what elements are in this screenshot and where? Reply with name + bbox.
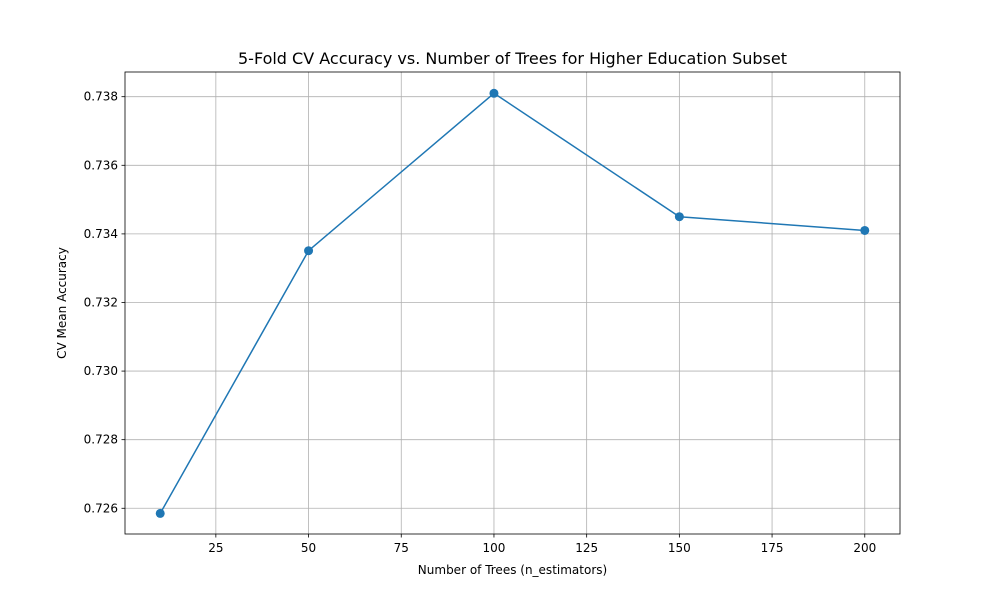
plot-area-frame: [124, 71, 901, 535]
axis-ticks: 25 50 75 100 125 150 175 200 0.726 0.728 0.730 0.73…: [84, 90, 877, 555]
x-tick-label: 200: [853, 541, 876, 555]
y-tick-label: 0.726: [84, 501, 118, 515]
x-axis-label: Number of Trees (n_estimators): [418, 563, 607, 577]
x-tick-label: 150: [668, 541, 691, 555]
x-tick-label: 75: [394, 541, 409, 555]
y-tick-label: 0.734: [84, 227, 118, 241]
x-tick-label: 50: [301, 541, 316, 555]
data-point: [860, 225, 870, 235]
y-tick-label: 0.730: [84, 364, 118, 378]
grid: [125, 72, 900, 534]
data-point: [489, 88, 499, 98]
chart-title: 5-Fold CV Accuracy vs. Number of Trees f…: [238, 49, 787, 68]
y-tick-label: 0.728: [84, 433, 118, 447]
data-point: [304, 246, 314, 256]
y-axis-label: CV Mean Accuracy: [55, 247, 69, 359]
x-tick-label: 125: [575, 541, 598, 555]
series: [155, 88, 870, 518]
data-point: [155, 508, 165, 518]
x-tick-label: 25: [208, 541, 223, 555]
y-tick-label: 0.732: [84, 295, 118, 309]
x-tick-label: 100: [483, 541, 506, 555]
x-tick-label: 175: [761, 541, 784, 555]
y-tick-label: 0.736: [84, 158, 118, 172]
data-point: [674, 212, 684, 222]
y-tick-label: 0.738: [84, 90, 118, 104]
